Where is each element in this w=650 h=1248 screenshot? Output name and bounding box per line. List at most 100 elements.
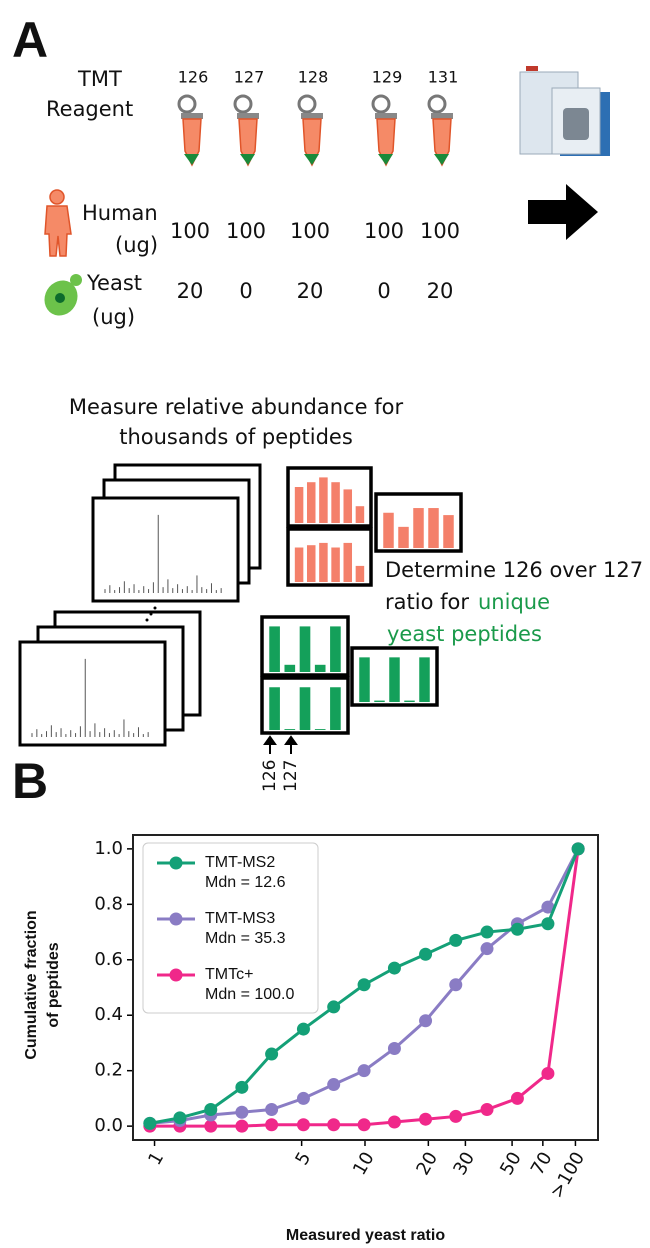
box-bar [331,547,340,582]
box-bar [413,508,424,548]
yeast-unit: (ug) [92,305,135,329]
tube-tip [378,154,393,165]
tube-tip [184,154,199,165]
panel-letter: A [12,12,48,68]
human-icon [44,189,72,257]
series-point [143,1116,157,1130]
channel-label: 128 [298,68,329,87]
tube-tip [434,154,449,165]
spectrum-frame [91,496,240,603]
box-bar [383,512,394,548]
y-tick-label: 0.0 [94,1115,123,1136]
box-bar [419,657,430,702]
highlight-text: unique [478,590,550,614]
tube-tip [240,154,255,165]
box-bar [299,626,311,672]
tube-cap [181,113,203,119]
channel-label: 131 [428,68,459,87]
series-point [449,1109,463,1123]
y-axis-label: of peptides [45,942,62,1027]
channel-label: 127 [234,68,265,87]
series-point [173,1111,187,1125]
series-point [480,942,494,956]
x-tick-label: >100 [546,1149,589,1202]
box-bar [306,545,316,582]
series-point [327,1118,341,1132]
y-tick-label: 0.8 [94,893,123,914]
dot [153,606,157,610]
legend-marker [169,856,183,870]
reagent-label: Reagent [46,97,133,121]
legend-note: Mdn = 100.0 [205,986,295,1003]
box-bar [355,506,365,523]
box-bar [404,700,415,702]
series-point [327,1078,341,1092]
series-point [296,1118,310,1132]
plot-frame [132,834,599,1141]
series-point [541,917,555,931]
x-tick-label: 30 [449,1149,479,1179]
box-bar [319,477,328,523]
human-amount: 100 [170,219,210,243]
series-point [510,1091,524,1105]
spectrum-frame [18,640,167,747]
box-bar [374,700,385,702]
series-point [296,1091,310,1105]
x-tick-label: 70 [527,1149,557,1179]
series-point [296,1022,310,1036]
series-point [387,1115,401,1129]
channel-label: 129 [372,68,403,87]
box-bar [389,657,400,702]
yeast-amount: 0 [377,279,390,303]
tube-lid [177,94,197,114]
arrow [528,184,598,240]
arrow-label: 126 [260,760,280,792]
bar-boxes [260,466,463,735]
tube-cap [375,113,397,119]
legend-label: TMTc+ [205,966,253,983]
x-tick-label: 20 [412,1149,442,1179]
series-point [327,1000,341,1014]
tube-cap [237,113,259,119]
series-point [480,1103,494,1116]
series-point [265,1103,279,1116]
determine-text: Determine 126 over 127 [385,558,643,582]
box-bar [331,482,340,523]
legend-label: TMT-MS3 [205,910,275,927]
y-tick-label: 0.4 [94,1004,123,1025]
highlight-text: yeast peptides [387,622,542,646]
tube [177,94,203,167]
channel-label: 126 [178,68,209,87]
box-bar [359,657,370,702]
tube-cap [431,113,453,119]
y-tick-label: 1.0 [94,838,123,859]
dot [149,612,153,616]
series-point [265,1047,279,1061]
series-point [357,978,371,992]
box-bar [284,729,296,730]
box-bar [443,515,454,548]
box-bar [343,489,353,523]
tube [297,94,323,167]
series-point [357,1064,371,1078]
series-point [571,842,585,856]
legend-label: TMT-MS2 [205,854,275,871]
box-bar [299,687,311,730]
measure-text: thousands of peptides [119,425,353,449]
x-tick-label: 50 [496,1149,526,1179]
tube-lid [297,94,317,114]
human-amount: 100 [290,219,330,243]
tube-lid [233,94,253,114]
y-tick-label: 0.6 [94,949,123,970]
box-bar [428,508,439,548]
series-point [510,922,524,936]
yeast-label: Yeast [86,271,142,295]
series-point [357,1118,371,1132]
series-point [541,1066,555,1080]
x-tick-label: 10 [349,1149,379,1179]
series-point [541,900,555,914]
series-point [204,1119,218,1133]
dot [145,618,149,622]
tube-lid [371,94,391,114]
